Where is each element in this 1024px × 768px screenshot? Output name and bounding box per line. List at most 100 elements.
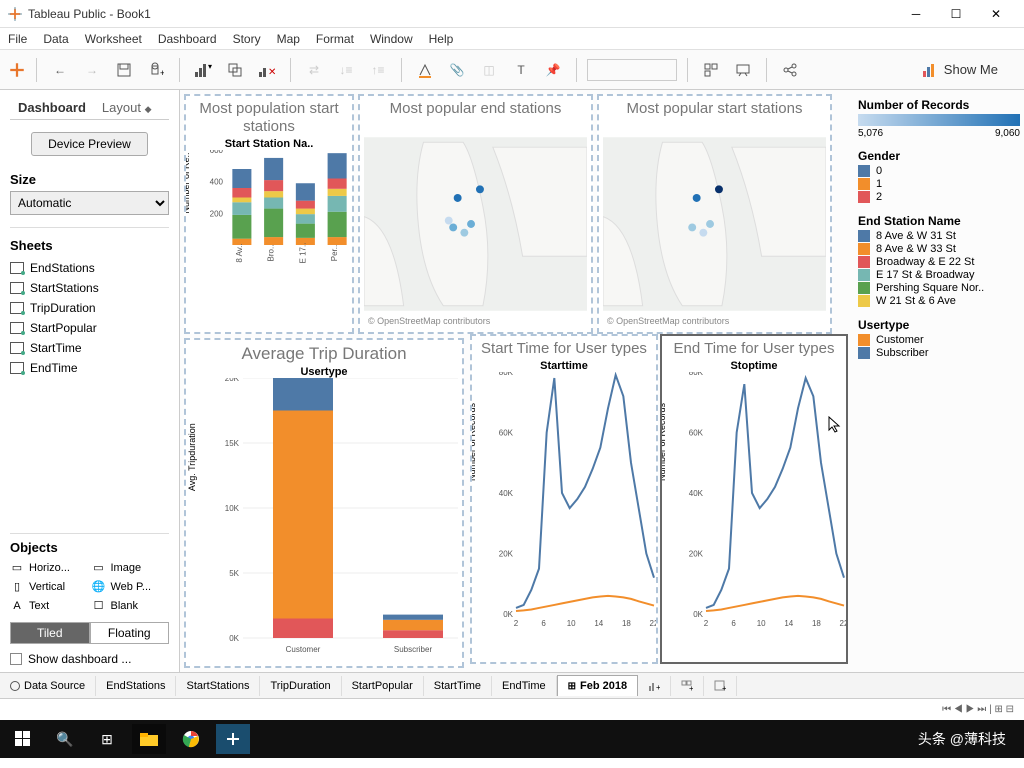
taskview-button[interactable]: ⊞ [90,724,124,754]
svg-text:5K: 5K [229,569,239,578]
new-story-tab[interactable]: + [704,676,737,696]
legend-item[interactable]: Customer [858,334,1020,346]
menu-file[interactable]: File [8,32,27,46]
menu-worksheet[interactable]: Worksheet [85,32,142,46]
tab-dashboard[interactable]: Dashboard [10,96,94,119]
new-worksheet-tab[interactable]: + [638,676,671,696]
legend-item[interactable]: Broadway & E 22 St [858,256,1020,268]
explorer-icon[interactable] [132,724,166,754]
new-worksheet-button[interactable]: ▾ [190,57,216,83]
menu-map[interactable]: Map [277,32,300,46]
swap-button[interactable]: ⇄ [301,57,327,83]
sheet-startstations[interactable]: StartStations [10,281,169,295]
object-1[interactable]: ▭Image [92,561,170,574]
svg-text:20K: 20K [225,378,240,383]
svg-text:0K: 0K [503,610,513,619]
cards-button[interactable] [698,57,724,83]
legend-item[interactable]: 2 [858,191,1020,203]
chrome-icon[interactable] [174,724,208,754]
viz-end-time[interactable]: End Time for User types Stoptime Number … [660,334,848,664]
svg-text:0K: 0K [229,634,239,643]
svg-text:60K: 60K [689,429,704,438]
legend-item[interactable]: 0 [858,165,1020,177]
svg-text:+: + [160,68,164,78]
start-button[interactable] [6,724,40,754]
sort-desc-button[interactable]: ↑≡ [365,57,391,83]
device-preview-button[interactable]: Device Preview [31,132,148,156]
duplicate-button[interactable] [222,57,248,83]
clear-button[interactable]: ✕ [254,57,280,83]
object-0[interactable]: ▭Horizo... [10,561,88,574]
tab-datasource[interactable]: Data Source [0,676,96,696]
svg-text:0K: 0K [693,610,703,619]
legend-item[interactable]: Subscriber [858,347,1020,359]
sheet-startpopular[interactable]: StartPopular [10,321,169,335]
btab-endstations[interactable]: EndStations [96,676,176,696]
tab-active-dashboard[interactable]: ⊞Feb 2018 [557,675,638,696]
new-data-button[interactable]: + [143,57,169,83]
menu-window[interactable]: Window [370,32,413,46]
pin-button[interactable]: 📌 [540,57,566,83]
sort-asc-button[interactable]: ↓≡ [333,57,359,83]
menu-dashboard[interactable]: Dashboard [158,32,217,46]
menu-help[interactable]: Help [429,32,454,46]
mode-tiled[interactable]: Tiled [10,622,90,644]
label-button[interactable]: T [508,57,534,83]
highlight-button[interactable] [412,57,438,83]
sheet-starttime[interactable]: StartTime [10,341,169,355]
show-me-button[interactable]: Show Me [922,62,1016,78]
tableau-icon[interactable] [8,61,26,79]
size-dropdown[interactable]: Automatic [10,191,169,215]
share-button[interactable] [777,57,803,83]
object-3[interactable]: 🌐Web P... [92,580,170,593]
svg-text:20K: 20K [499,550,514,559]
forward-button[interactable]: → [79,57,105,83]
new-dashboard-tab[interactable]: + [671,676,704,696]
mode-floating[interactable]: Floating [90,622,170,644]
window-title: Tableau Public - Book1 [28,7,896,21]
legend-item[interactable]: W 21 St & 6 Ave [858,295,1020,307]
btab-endtime[interactable]: EndTime [492,676,557,696]
sheet-endtime[interactable]: EndTime [10,361,169,375]
menu-format[interactable]: Format [316,32,354,46]
sheet-tripduration[interactable]: TripDuration [10,301,169,315]
tab-layout[interactable]: Layout ◆ [94,96,160,119]
sheet-endstations[interactable]: EndStations [10,261,169,275]
viz-start-stations-bar[interactable]: Most population start stations Start Sta… [184,94,354,334]
group-button[interactable]: ◫ [476,57,502,83]
btab-tripduration[interactable]: TripDuration [260,676,341,696]
object-5[interactable]: ☐Blank [92,599,170,612]
show-dashboard-checkbox[interactable]: Show dashboard ... [10,652,169,666]
tableau-taskbar-icon[interactable] [216,724,250,754]
btab-startpopular[interactable]: StartPopular [342,676,424,696]
fit-dropdown[interactable] [587,59,677,81]
legend-item[interactable]: E 17 St & Broadway [858,269,1020,281]
svg-text:15K: 15K [225,439,240,448]
legend-item[interactable]: 8 Ave & W 33 St [858,243,1020,255]
object-4[interactable]: AText [10,599,88,612]
back-button[interactable]: ← [47,57,73,83]
btab-startstations[interactable]: StartStations [176,676,260,696]
legend-item[interactable]: 1 [858,178,1020,190]
svg-text:6: 6 [731,619,736,628]
legends-panel: Number of Records 5,0769,060 Gender012 E… [854,90,1024,672]
menu-data[interactable]: Data [43,32,68,46]
viz-trip-duration[interactable]: Average Trip Duration Usertype Avg. Trip… [184,338,464,668]
attach-button[interactable]: 📎 [444,57,470,83]
minimize-button[interactable]: ─ [896,0,936,28]
search-button[interactable]: 🔍 [48,724,82,754]
btab-starttime[interactable]: StartTime [424,676,492,696]
viz-start-time[interactable]: Start Time for User types Starttime Numb… [470,334,658,664]
viz-end-stations-map[interactable]: Most popular end stations © OpenStreetMa… [358,94,593,334]
svg-text:▾: ▾ [208,62,212,71]
legend-item[interactable]: 8 Ave & W 31 St [858,230,1020,242]
svg-text:Per..: Per.. [330,245,339,261]
viz-start-stations-map[interactable]: Most popular start stations © OpenStreet… [597,94,832,334]
maximize-button[interactable]: ☐ [936,0,976,28]
close-button[interactable]: ✕ [976,0,1016,28]
menu-story[interactable]: Story [233,32,261,46]
object-2[interactable]: ▯Vertical [10,580,88,593]
presentation-button[interactable] [730,57,756,83]
legend-item[interactable]: Pershing Square Nor.. [858,282,1020,294]
save-button[interactable] [111,57,137,83]
